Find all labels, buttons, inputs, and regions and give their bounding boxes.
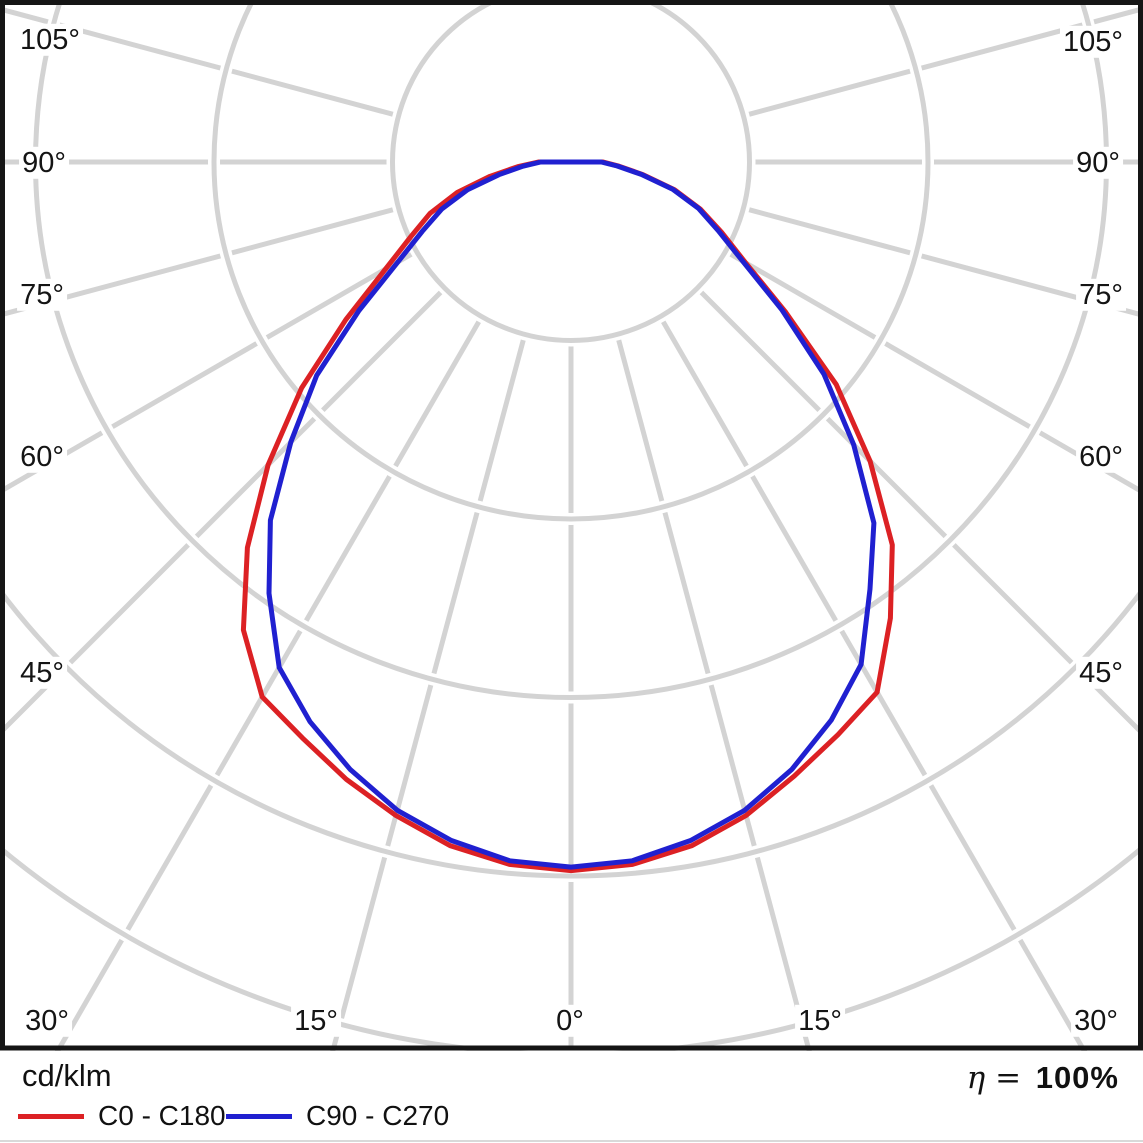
radial-gridline-30-left [54,315,484,1051]
bottom-divider [0,1140,1143,1142]
gamma-angle-label: 75° [17,278,67,312]
gamma-angle-label: 105° [17,23,83,57]
intensity-ring-1 [390,0,752,343]
plot-border [0,0,1143,1051]
gamma-angle-label: 30° [1071,1004,1121,1038]
eta-value: 100% [1035,1060,1119,1095]
radial-gridline-105-left [0,6,400,119]
polar-chart-svg [0,0,1143,1051]
legend-swatch-blue-line [226,1113,292,1119]
gamma-angle-label: 30° [22,1004,72,1038]
radial-gridline-60-right [724,249,1143,496]
gamma-angle-label: 60° [17,440,67,474]
radial-gridline-105-right [742,6,1143,119]
gamma-angle-label: 15° [795,1004,845,1038]
gamma-angle-label: 45° [17,656,67,690]
radial-gridline-45-left [0,286,447,737]
legend-label-c90-c270: C90 - C270 [306,1100,450,1131]
legend-swatch-red-line [18,1113,84,1119]
intensity-ring-2 [211,0,931,522]
gamma-angle-label: 90° [19,146,69,180]
intensity-ring-4 [0,584,1143,879]
legend-item-c0-c180: C0 - C180 [18,1100,226,1132]
radial-gridline-60-left [0,249,418,495]
gamma-angle-label: 90° [1073,146,1123,180]
light-output-ratio: η = 100% [967,1060,1119,1096]
radial-gridline-45-right [695,286,1143,738]
units-label: cd/klm [22,1058,112,1093]
gamma-angle-label: 105° [1060,25,1126,59]
curve-c90-c270 [266,159,877,870]
legend-item-c90-c270: C90 - C270 [226,1100,449,1132]
legend-label-c0-c180: C0 - C180 [98,1100,226,1131]
gamma-angle-label: 75° [1076,278,1126,312]
radial-gridline-75-right [742,205,1143,318]
radial-gridline-30-right [658,315,1088,1051]
gamma-angle-label: 60° [1076,440,1126,474]
eta-symbol: η = [966,1060,1022,1096]
radial-gridline-15-right [614,333,812,1051]
gamma-angle-label: 45° [1076,656,1126,690]
gamma-angle-label: 0° [553,1004,587,1038]
radial-gridline-75-left [0,205,400,318]
gamma-angle-label: 15° [291,1004,341,1038]
radial-gridline-15-left [330,333,528,1051]
polar-plot-area: 105° 90° 75° 60° 45° 30° 15° 0° 15° 30° 45° 60° 75° 9… [0,0,1143,1051]
